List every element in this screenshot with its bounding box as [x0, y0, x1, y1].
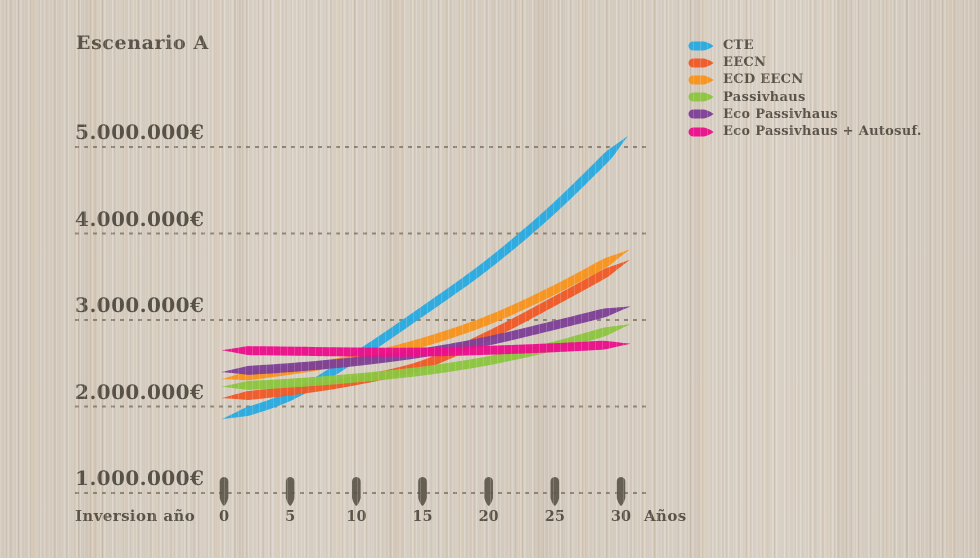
legend-label: Eco Passivhaus + Autosuf.	[723, 124, 922, 140]
legend-item-passivhaus: Passivhaus	[688, 89, 922, 106]
legend-label: Passivhaus	[723, 89, 806, 105]
legend-label: Eco Passivhaus	[723, 106, 838, 122]
chart-title: Escenario A	[76, 32, 209, 54]
legend-item-cte: CTE	[688, 37, 922, 54]
x-tick-pin-icon	[285, 476, 295, 506]
x-tick-pin-icon	[550, 476, 560, 506]
series-line-passivhaus	[222, 324, 630, 390]
legend-swatch-icon	[688, 41, 714, 51]
x-tick-pin-icon	[352, 476, 361, 506]
legend-label: ECD EECN	[723, 72, 804, 88]
x-tick-pin-icon	[418, 477, 427, 506]
legend-swatch-icon	[688, 75, 714, 85]
series-line-cte	[222, 136, 628, 420]
legend-swatch-icon	[688, 58, 714, 68]
legend: CTE EECN ECD EECN Passivhaus Eco Passivhaus E…	[688, 37, 922, 140]
legend-item-eco-passivhaus: Eco Passivhaus	[688, 106, 922, 123]
legend-swatch-icon	[688, 92, 714, 102]
legend-item-eco-passivhaus-autosuf: Eco Passivhaus + Autosuf.	[688, 123, 922, 140]
x-tick-pin-icon	[616, 477, 626, 506]
legend-item-eecn: EECN	[688, 54, 922, 71]
legend-swatch-icon	[688, 127, 714, 137]
legend-label: EECN	[723, 55, 767, 71]
x-tick-pin-icon	[484, 476, 493, 506]
series-line-eco-passivhaus-autosuf	[222, 340, 630, 357]
legend-swatch-icon	[688, 109, 714, 119]
legend-item-ecd-eecn: ECD EECN	[688, 71, 922, 88]
legend-label: CTE	[723, 38, 754, 54]
series-line-eco-passivhaus	[222, 306, 630, 375]
x-tick-pin-icon	[219, 476, 229, 506]
